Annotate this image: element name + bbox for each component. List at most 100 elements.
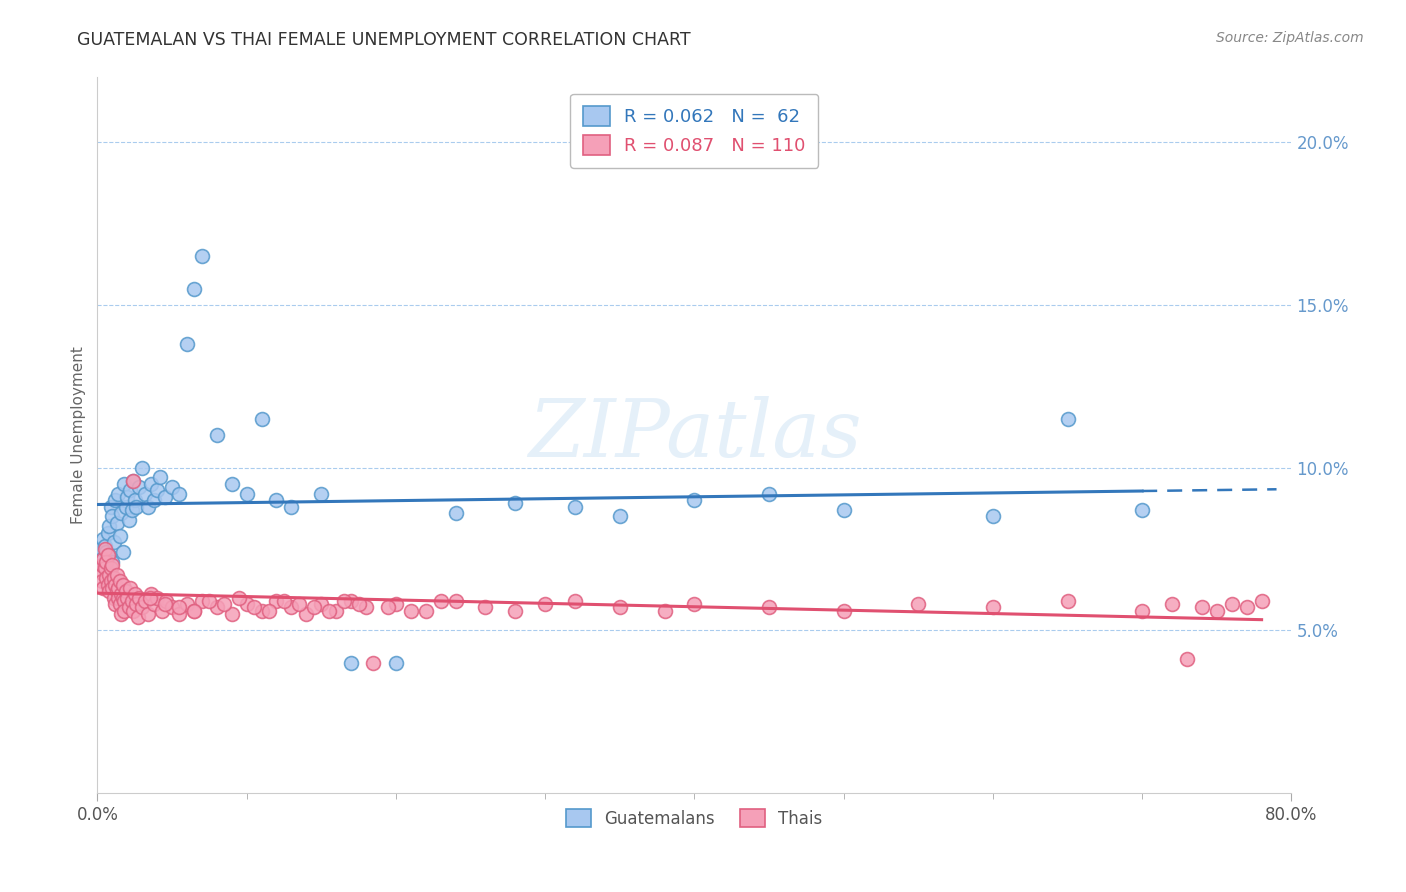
Text: Source: ZipAtlas.com: Source: ZipAtlas.com [1216,31,1364,45]
Point [832,503,855,517]
Point [683,597,706,611]
Point [101,555,124,569]
Point [110,587,132,601]
Point [146,483,169,498]
Point [89,565,111,579]
Point [280,500,302,514]
Point [98,549,121,563]
Point [1191,600,1213,615]
Point [160,600,183,615]
Point [121,503,143,517]
Point [114,584,136,599]
Point [235,486,257,500]
Point [981,509,1004,524]
Point [176,337,198,351]
Point [108,574,131,589]
Point [104,493,127,508]
Point [235,597,257,611]
Point [90,558,112,573]
Point [153,490,176,504]
Point [101,558,124,573]
Point [121,594,143,608]
Point [832,604,855,618]
Point [100,561,122,575]
Point [340,656,363,670]
Point [115,490,138,504]
Point [385,597,408,611]
Point [907,597,929,611]
Point [146,591,169,605]
Point [169,607,191,621]
Point [363,656,385,670]
Point [122,474,145,488]
Point [474,600,496,615]
Point [110,607,132,621]
Point [97,525,120,540]
Point [205,428,228,442]
Point [120,581,142,595]
Point [302,600,325,615]
Point [385,656,408,670]
Point [155,594,177,608]
Point [131,460,153,475]
Point [1220,597,1243,611]
Point [97,577,120,591]
Point [221,607,243,621]
Point [136,500,159,514]
Point [107,591,129,605]
Point [683,493,706,508]
Point [160,480,183,494]
Point [122,604,145,618]
Point [332,594,354,608]
Point [309,486,332,500]
Point [94,541,117,556]
Point [98,519,121,533]
Point [183,604,205,618]
Point [1161,597,1184,611]
Point [609,509,631,524]
Point [111,591,134,605]
Point [91,581,114,595]
Point [273,594,295,608]
Point [1130,503,1153,517]
Point [91,551,114,566]
Point [176,597,198,611]
Point [94,561,117,575]
Point [149,470,172,484]
Point [143,493,166,508]
Point [124,587,146,601]
Point [105,516,128,530]
Point [444,594,467,608]
Point [139,587,162,601]
Point [118,512,141,526]
Text: GUATEMALAN VS THAI FEMALE UNEMPLOYMENT CORRELATION CHART: GUATEMALAN VS THAI FEMALE UNEMPLOYMENT C… [77,31,690,49]
Point [198,594,221,608]
Point [100,500,122,514]
Point [128,591,150,605]
Point [191,594,214,608]
Point [107,486,129,500]
Point [1130,604,1153,618]
Point [1056,411,1078,425]
Point [97,549,120,563]
Point [758,486,780,500]
Point [981,600,1004,615]
Point [131,600,153,615]
Point [138,591,160,605]
Point [108,529,131,543]
Point [124,493,146,508]
Point [115,591,138,605]
Point [114,500,136,514]
Point [1056,594,1078,608]
Point [91,532,114,546]
Point [111,545,134,559]
Point [309,597,332,611]
Point [96,571,118,585]
Point [444,506,467,520]
Point [205,600,228,615]
Point [96,545,118,559]
Point [108,597,131,611]
Point [101,581,124,595]
Point [1236,600,1258,615]
Point [318,604,340,618]
